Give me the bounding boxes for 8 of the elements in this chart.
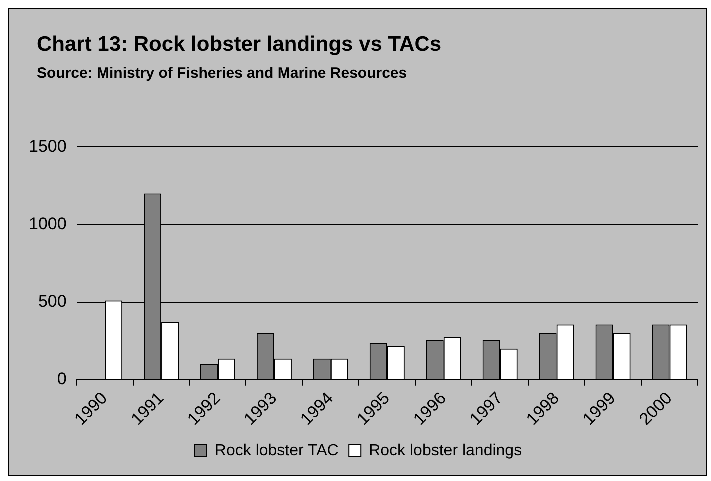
y-tick-label: 500 bbox=[38, 292, 67, 311]
legend-label: Rock lobster landings bbox=[369, 442, 522, 460]
legend-label: Rock lobster TAC bbox=[214, 442, 339, 460]
y-tick-label: 1500 bbox=[28, 136, 67, 156]
y-tick-label: 0 bbox=[57, 370, 67, 389]
chart-title: Chart 13: Rock lobster landings vs TACs bbox=[37, 33, 442, 57]
chart-subtitle: Source: Ministry of Fisheries and Marine Resources bbox=[37, 64, 408, 84]
y-tick-label: 1000 bbox=[28, 214, 67, 234]
